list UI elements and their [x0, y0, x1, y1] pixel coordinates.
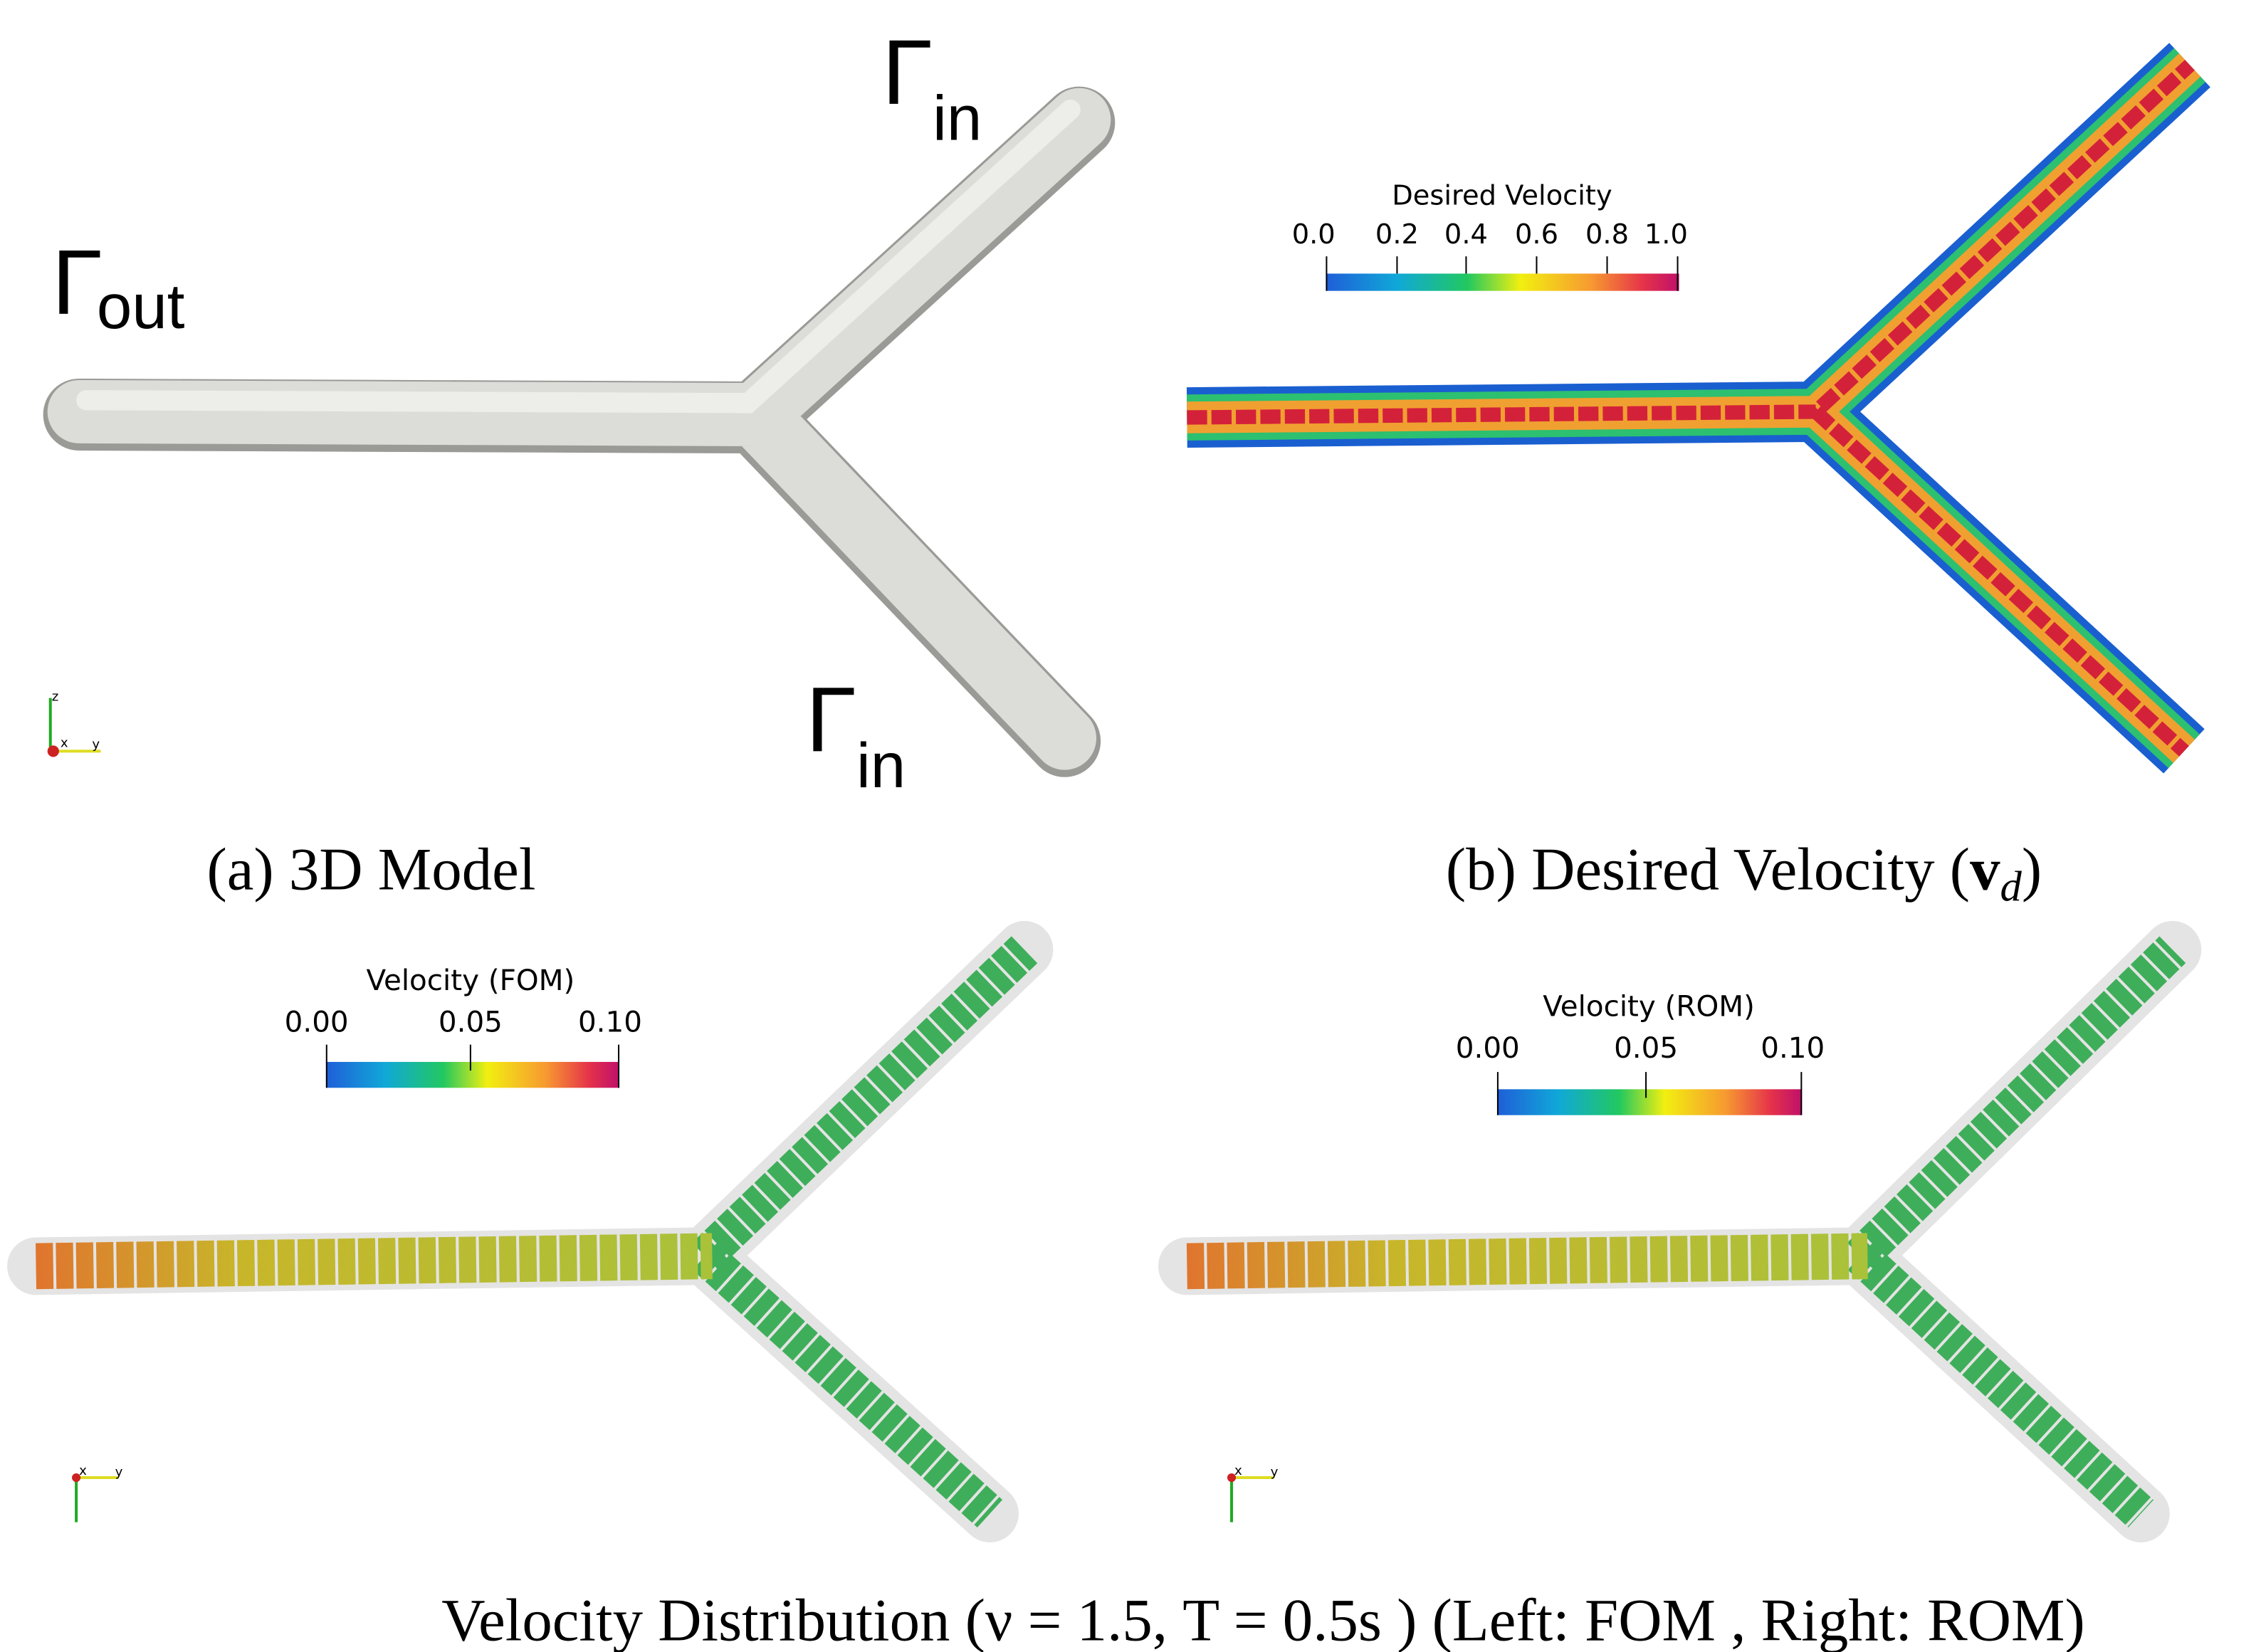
tick-label: 0.0	[1292, 219, 1336, 251]
axis-label: z	[52, 690, 59, 705]
caption-b: (b) Desired Velocity (vd)	[1446, 836, 2042, 910]
axis-label: x	[79, 1463, 87, 1478]
colorbar-title: Velocity (ROM)	[1543, 989, 1755, 1023]
panel-d: Velocity (ROM) 0.00 0.05 0.10 x y	[1187, 949, 2172, 1522]
tick-label: 1.0	[1644, 219, 1688, 251]
axis-label: y	[115, 1465, 123, 1480]
figure: Γin Γout Γin z x y (a) 3D Model Desired …	[0, 0, 2256, 1652]
colorbar	[1326, 273, 1679, 290]
axes-triad: z x y	[48, 690, 101, 757]
panel-a: Γin Γout Γin z x y (a) 3D Model	[48, 21, 1079, 903]
axes-triad: x y	[1227, 1463, 1279, 1522]
panel-c: Velocity (FOM) 0.00 0.05 0.10 x y	[36, 949, 1024, 1522]
tick-label: 0.4	[1444, 219, 1488, 251]
gamma-out: Γout	[52, 231, 185, 342]
panel-b: Desired Velocity 0.0 0.2 0.4 0.6 0.8 1.0…	[1187, 65, 2190, 910]
figure-caption: Velocity Distribution (ν = 1.5, T = 0.5s…	[441, 1587, 2085, 1652]
tick-label: 0.05	[439, 1005, 503, 1039]
axis-label: x	[61, 735, 68, 750]
axes-triad: x y	[72, 1463, 123, 1522]
axis-label: y	[92, 737, 100, 752]
tick-label: 0.00	[1456, 1031, 1520, 1065]
colorbar-title: Desired Velocity	[1392, 179, 1612, 211]
colorbar-title: Velocity (FOM)	[366, 963, 575, 997]
tick-label: 0.00	[285, 1005, 349, 1039]
gamma-in-bottom: Γin	[806, 668, 906, 801]
tick-label: 0.05	[1614, 1031, 1678, 1065]
gamma-in-top: Γin	[882, 21, 982, 154]
flow-stem	[36, 1256, 713, 1266]
axis-label: y	[1271, 1465, 1279, 1480]
tick-label: 0.10	[1761, 1031, 1825, 1065]
tick-label: 0.8	[1585, 219, 1629, 251]
caption-a: (a) 3D Model	[206, 836, 535, 903]
tick-label: 0.6	[1515, 219, 1558, 251]
vessel-highlight	[86, 110, 1070, 403]
tick-label: 0.10	[578, 1005, 642, 1039]
colorbar	[1498, 1089, 1801, 1115]
colorbar	[327, 1062, 619, 1088]
page: Γin Γout Γin z x y (a) 3D Model Desired …	[0, 0, 2256, 1652]
tick-label: 0.2	[1375, 219, 1419, 251]
axis-label: x	[1234, 1463, 1242, 1478]
